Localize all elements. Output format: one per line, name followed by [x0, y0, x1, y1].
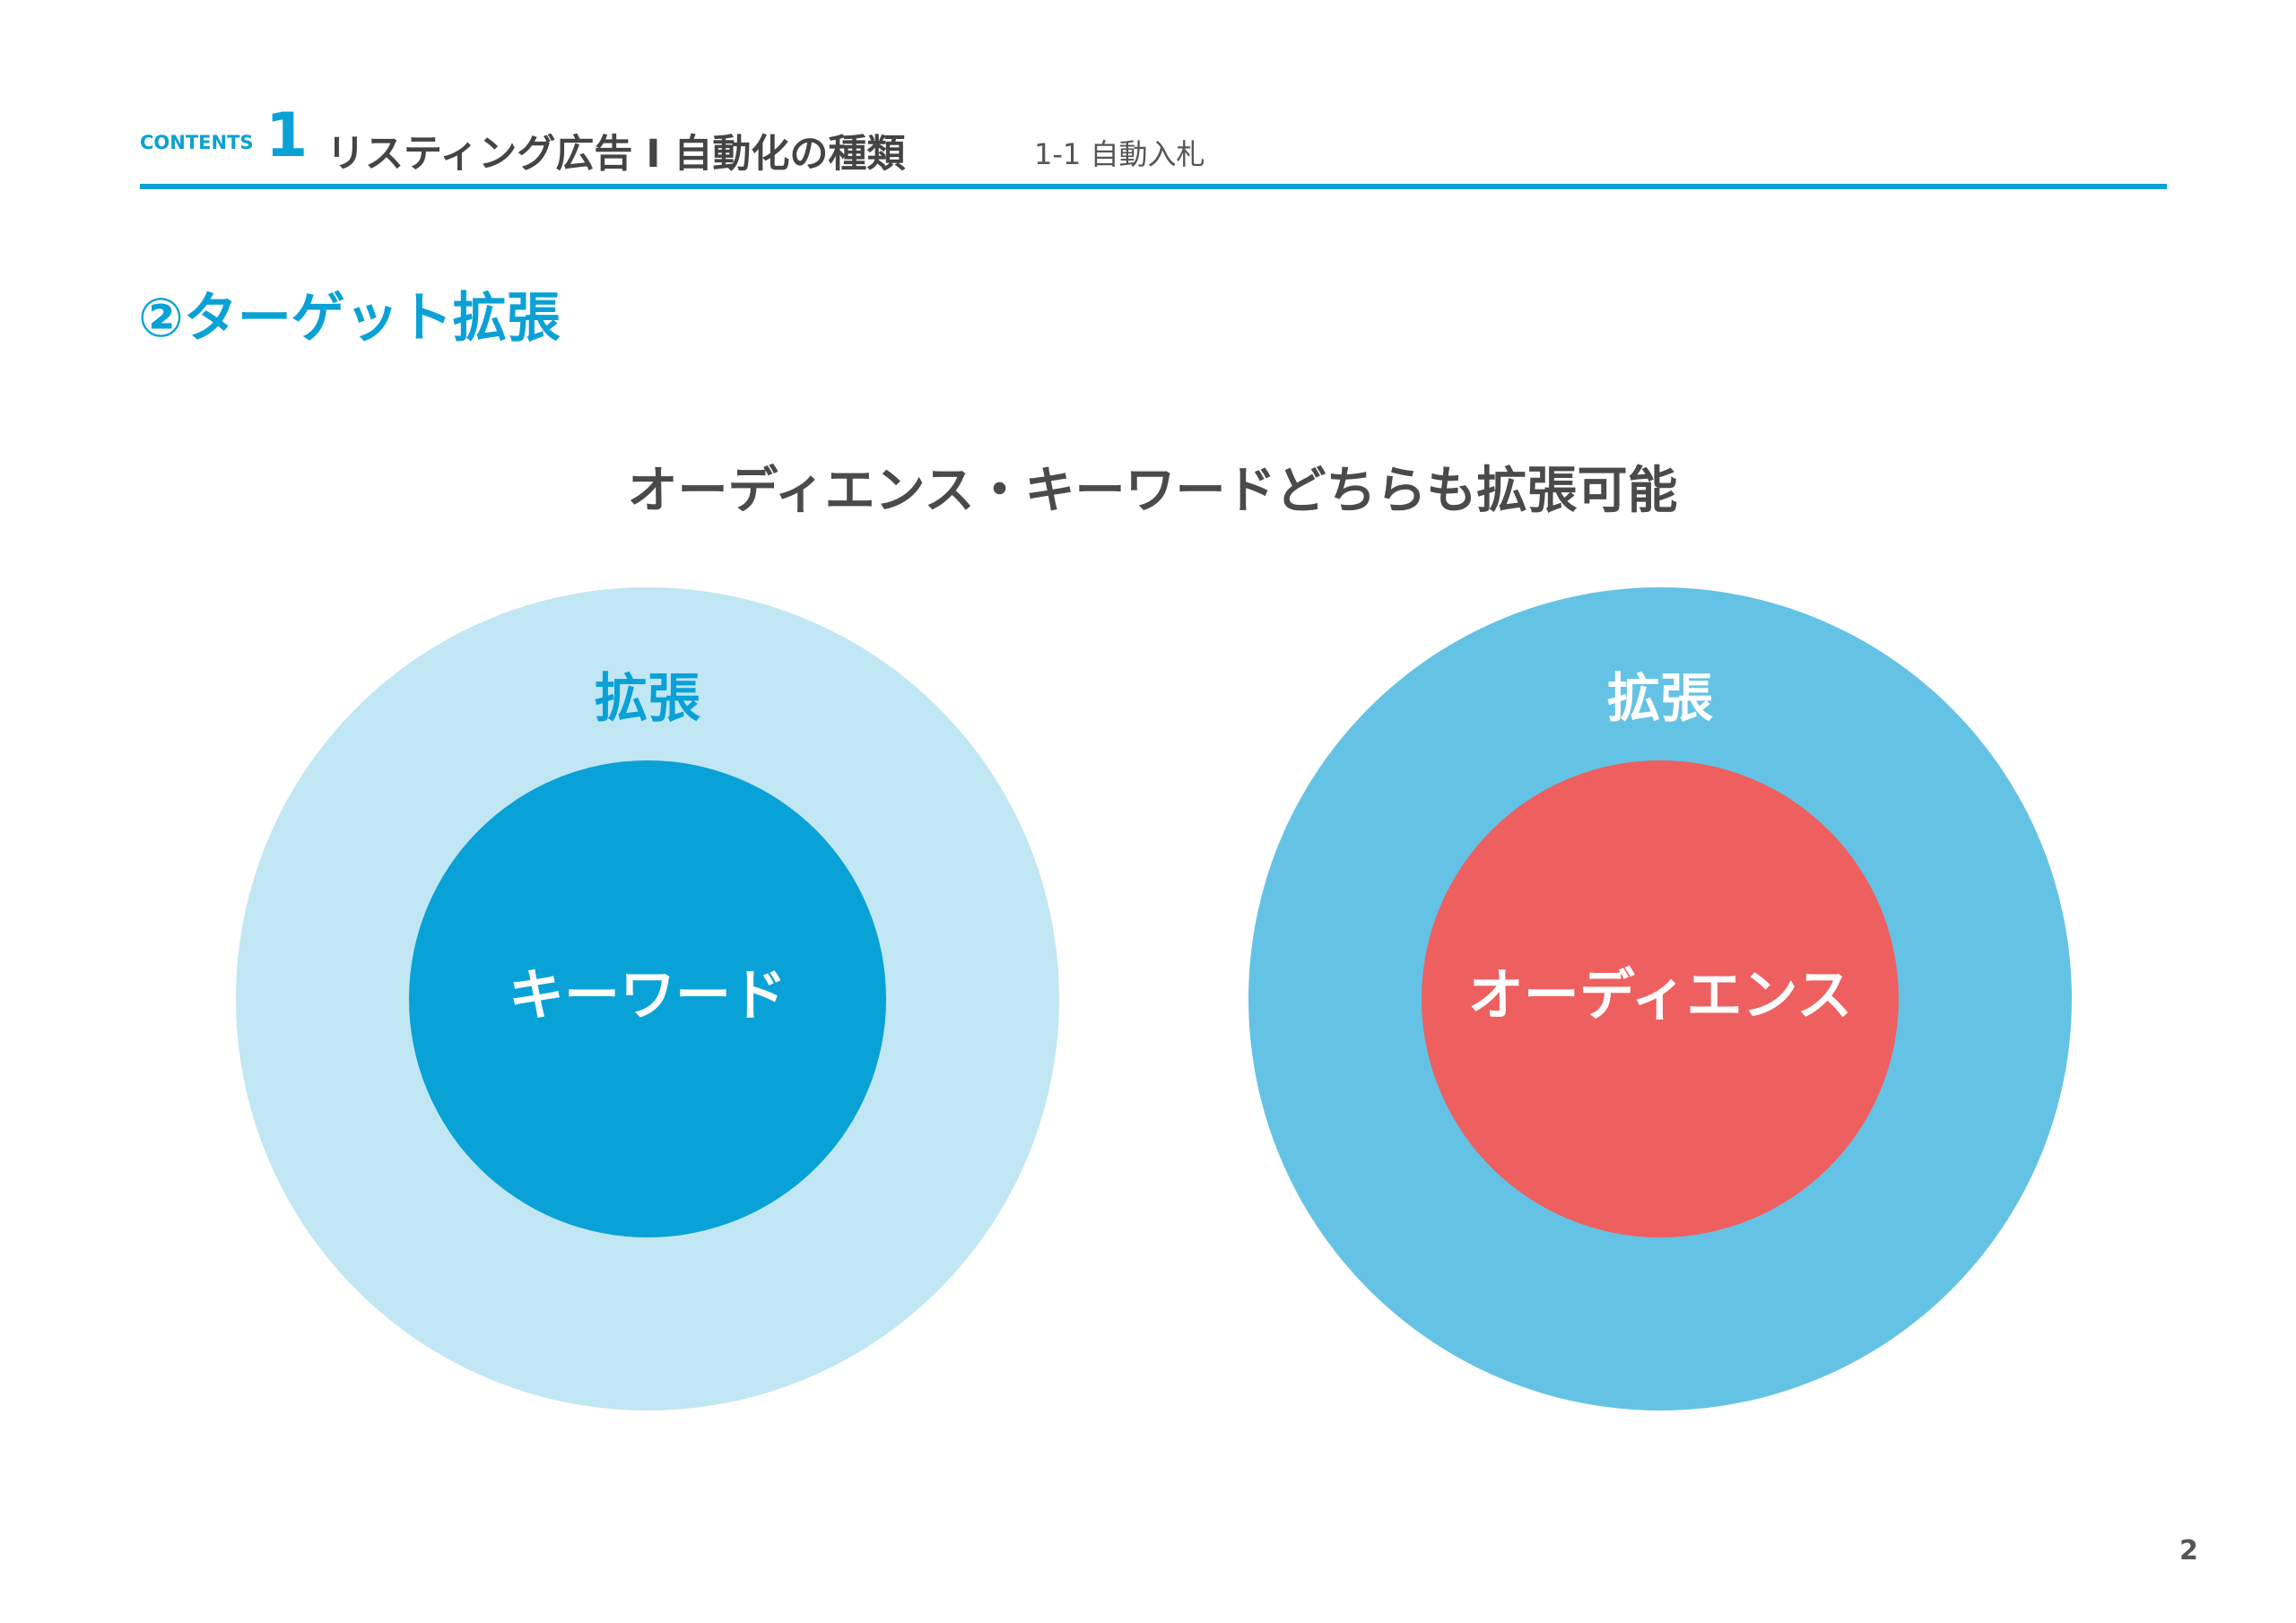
outer-label: 拡張: [595, 667, 700, 729]
inner-circle: [1422, 760, 1899, 1237]
inner-label: オーディエンス: [1468, 962, 1852, 1028]
section-number: 1: [265, 100, 309, 171]
page-number: 2: [2179, 1535, 2198, 1567]
inner-label: キーワード: [509, 962, 787, 1028]
contents-label: CONTENTS: [140, 132, 254, 153]
header-rule: [140, 184, 2167, 189]
heading: オーディエンス・キーワードどちらも拡張可能: [627, 462, 1678, 520]
header-subtitle: 1-1 自動入札: [1034, 137, 1205, 171]
header-title: リスティング広告 I 自動化の種類: [326, 132, 906, 177]
inner-circle: [409, 760, 886, 1237]
outer-label: 拡張: [1607, 667, 1713, 729]
section-title: ②ターゲット拡張: [138, 287, 561, 350]
